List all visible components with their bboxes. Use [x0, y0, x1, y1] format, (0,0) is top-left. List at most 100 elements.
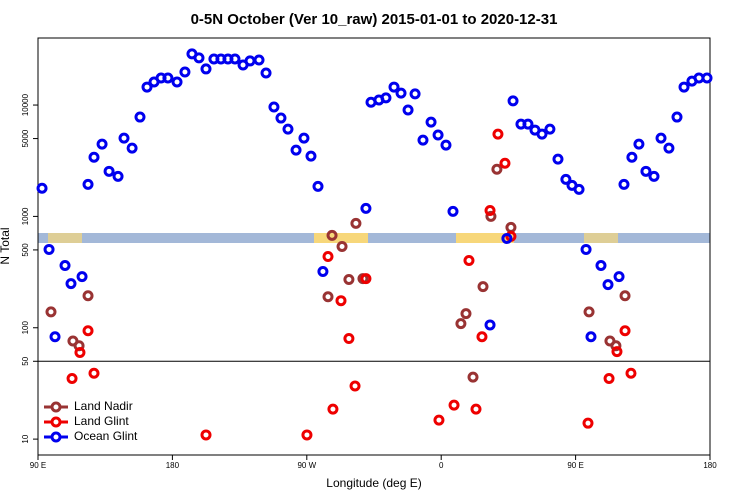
point	[663, 142, 675, 154]
point	[501, 232, 513, 244]
chart-title: 0-5N October (Ver 10_raw) 2015-01-01 to …	[191, 11, 558, 28]
point	[492, 128, 504, 140]
point	[335, 295, 347, 307]
x-tick-label: 90 W	[297, 461, 316, 470]
point	[432, 129, 444, 141]
point	[103, 165, 115, 177]
point	[126, 142, 138, 154]
y-tick-label: 100	[21, 321, 30, 335]
point	[655, 132, 667, 144]
point	[343, 274, 355, 286]
point	[402, 104, 414, 116]
point	[463, 254, 475, 266]
point	[417, 134, 429, 146]
point	[580, 243, 592, 255]
plot-frame	[37, 37, 711, 456]
y-tick-label: 10	[21, 434, 30, 443]
x-tick-label: 90 E	[567, 461, 583, 470]
point	[619, 325, 631, 337]
point	[305, 150, 317, 162]
point	[585, 331, 597, 343]
point	[618, 178, 630, 190]
point	[162, 72, 174, 84]
point	[74, 346, 86, 358]
point	[200, 63, 212, 75]
point	[536, 128, 548, 140]
point	[275, 112, 287, 124]
point	[625, 367, 637, 379]
point	[460, 308, 472, 320]
point	[671, 111, 683, 123]
point	[491, 163, 503, 175]
point	[433, 414, 445, 426]
point	[499, 157, 511, 169]
point	[200, 429, 212, 441]
x-tick-label: 0	[439, 461, 444, 470]
point	[613, 271, 625, 283]
point	[409, 88, 421, 100]
point	[322, 291, 334, 303]
point	[701, 72, 713, 84]
point	[583, 306, 595, 318]
point	[610, 340, 622, 352]
point	[648, 170, 660, 182]
point	[485, 210, 497, 222]
point	[326, 229, 338, 241]
point	[582, 417, 594, 429]
x-tick-label: 180	[703, 461, 717, 470]
point	[76, 271, 88, 283]
point	[476, 331, 488, 343]
point	[448, 399, 460, 411]
point	[317, 266, 329, 278]
point	[282, 123, 294, 135]
point	[193, 52, 205, 64]
point	[470, 403, 482, 415]
point	[447, 205, 459, 217]
point	[573, 183, 585, 195]
legend-marker	[50, 401, 62, 413]
point	[322, 251, 334, 263]
point	[312, 180, 324, 192]
point	[49, 331, 61, 343]
x-axis-label: Longitude (deg E)	[326, 476, 421, 490]
y-tick-label: 5000	[21, 129, 30, 147]
point	[477, 281, 489, 293]
point	[507, 95, 519, 107]
point	[395, 87, 407, 99]
point	[343, 333, 355, 345]
point	[82, 178, 94, 190]
point	[134, 111, 146, 123]
point	[626, 151, 638, 163]
land-ocean-strip	[38, 233, 710, 243]
point	[88, 151, 100, 163]
point	[522, 118, 534, 130]
point	[65, 278, 77, 290]
point	[380, 92, 392, 104]
point	[244, 55, 256, 67]
point	[633, 138, 645, 150]
point	[360, 273, 372, 285]
point	[260, 67, 272, 79]
point	[301, 429, 313, 441]
legend-label: Land Nadir	[74, 399, 133, 413]
y-tick-label: 50	[21, 356, 30, 365]
point	[505, 221, 517, 233]
point	[552, 153, 564, 165]
y-tick-label: 1000	[21, 207, 30, 225]
legend-label: Land Glint	[74, 414, 129, 428]
point	[467, 371, 479, 383]
y-tick-label: 10000	[21, 93, 30, 116]
point	[118, 132, 130, 144]
point	[350, 217, 362, 229]
point	[349, 380, 361, 392]
y-axis-label: N Total	[0, 227, 12, 264]
point	[611, 346, 623, 358]
point	[59, 260, 71, 272]
point	[455, 318, 467, 330]
point	[640, 165, 652, 177]
point	[425, 116, 437, 128]
point	[619, 290, 631, 302]
point	[229, 53, 241, 65]
point	[327, 403, 339, 415]
